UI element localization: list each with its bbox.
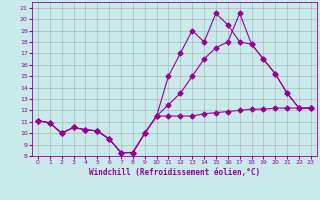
X-axis label: Windchill (Refroidissement éolien,°C): Windchill (Refroidissement éolien,°C): [89, 168, 260, 177]
